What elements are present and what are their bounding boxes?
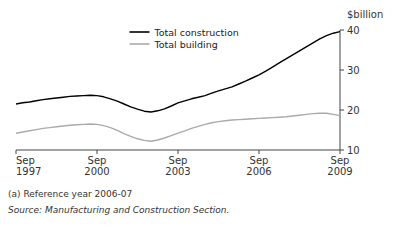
x-tick-label-line: 1997 (16, 166, 41, 177)
y-tick (340, 110, 344, 111)
x-tick-label: Sep2009 (327, 155, 352, 177)
x-tick-label: Sep1997 (16, 155, 41, 177)
x-tick (178, 150, 179, 154)
x-tick-label: Sep2000 (84, 155, 109, 177)
legend-label: Total building (153, 39, 217, 50)
line-series (16, 32, 340, 112)
y-tick-label: 20 (347, 105, 360, 116)
x-tick-label-line: Sep (88, 155, 107, 166)
x-tick-label: Sep2003 (165, 155, 190, 177)
x-tick-label-line: Sep (250, 155, 269, 166)
legend-swatch (129, 43, 149, 45)
x-tick-label-line: 2003 (165, 166, 190, 177)
y-tick-label: 10 (347, 145, 360, 156)
y-tick (340, 150, 344, 151)
x-tick (16, 150, 17, 154)
chart: 10203040$billionSep1997Sep2000Sep2003Sep… (0, 0, 397, 227)
y-axis-label: $billion (347, 9, 383, 20)
footnote: Source: Manufacturing and Construction S… (8, 205, 229, 215)
y-tick (340, 70, 344, 71)
y-tick-label: 30 (347, 65, 360, 76)
legend-label: Total construction (153, 27, 238, 38)
x-tick (97, 150, 98, 154)
x-tick (259, 150, 260, 154)
y-tick-label: 40 (347, 25, 360, 36)
line-series (16, 113, 340, 141)
x-tick-label-line: Sep (169, 155, 188, 166)
y-axis (340, 30, 341, 150)
plot-area (16, 32, 340, 142)
x-tick-label-line: 2000 (84, 166, 109, 177)
x-tick-label-line: Sep (331, 155, 350, 166)
footnote: (a) Reference year 2006-07 (8, 189, 132, 199)
x-tick-label-line: 2006 (246, 166, 271, 177)
x-tick (340, 150, 341, 154)
x-tick-label: Sep2006 (246, 155, 271, 177)
x-tick-label-line: 2009 (327, 166, 352, 177)
x-tick-label-line: Sep (16, 155, 35, 166)
y-tick (340, 30, 344, 31)
legend-swatch (129, 31, 149, 33)
